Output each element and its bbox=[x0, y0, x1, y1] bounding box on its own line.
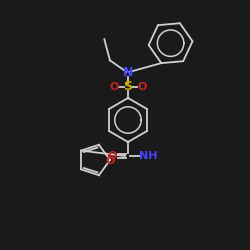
Text: O: O bbox=[105, 156, 115, 166]
Text: N: N bbox=[123, 66, 133, 80]
Text: NH: NH bbox=[139, 151, 157, 161]
Text: O: O bbox=[109, 82, 119, 92]
Text: O: O bbox=[137, 82, 147, 92]
Text: O: O bbox=[107, 151, 117, 161]
Text: S: S bbox=[124, 80, 132, 94]
